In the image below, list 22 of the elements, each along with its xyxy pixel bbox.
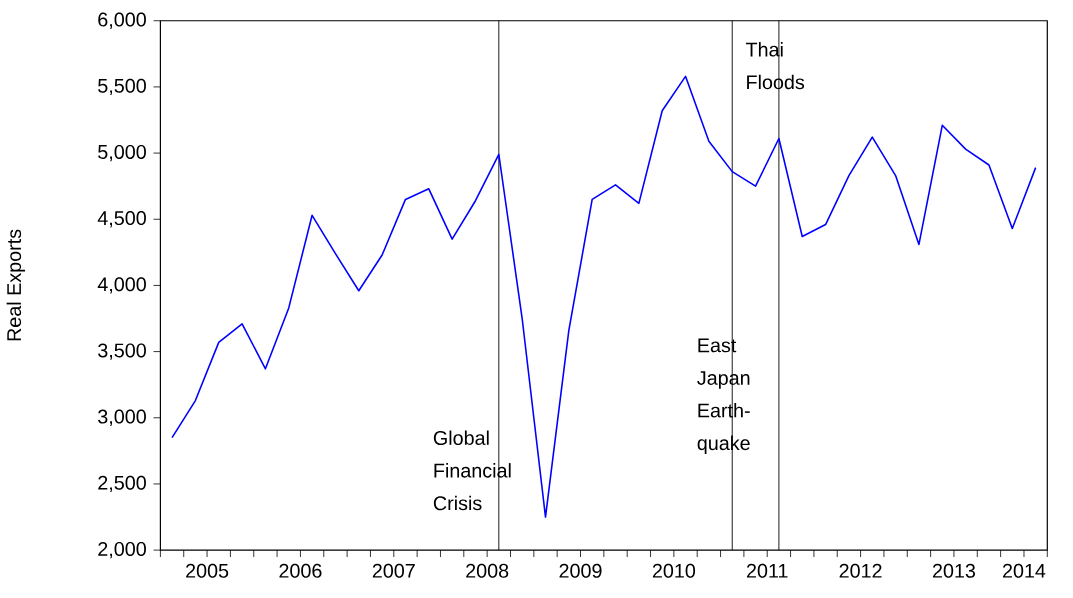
y-tick-label: 5,500 (98, 78, 146, 96)
x-tick-label: 2013 (932, 564, 976, 579)
y-tick-label: 5,000 (98, 145, 146, 162)
x-tick-label: 2014 (1002, 564, 1046, 579)
x-tick-label: 2007 (372, 564, 415, 579)
x-tick-label: 2012 (839, 564, 882, 579)
y-axis-title: Real Exports (6, 229, 26, 341)
y-tick-label: 4,000 (97, 277, 146, 294)
y-tick-label: 3,000 (98, 409, 146, 427)
y-tick-label: 2,500 (98, 476, 146, 493)
x-tick-label: 2010 (652, 564, 696, 579)
x-tick-label: 2006 (279, 564, 322, 579)
x-tick-label: 2005 (186, 564, 229, 579)
y-tick-label: 2,000 (98, 542, 146, 559)
x-tick-label: 2011 (746, 564, 788, 579)
y-tick-label: 3,500 (98, 343, 146, 360)
y-tick-label: 4,500 (97, 211, 146, 228)
y-tick-label: 6,000 (98, 12, 146, 30)
x-tick-label: 2009 (559, 564, 602, 579)
ref-line-label: Thai Floods (745, 42, 805, 90)
line-series (171, 75, 1037, 519)
x-tick-label: 2008 (466, 564, 509, 579)
